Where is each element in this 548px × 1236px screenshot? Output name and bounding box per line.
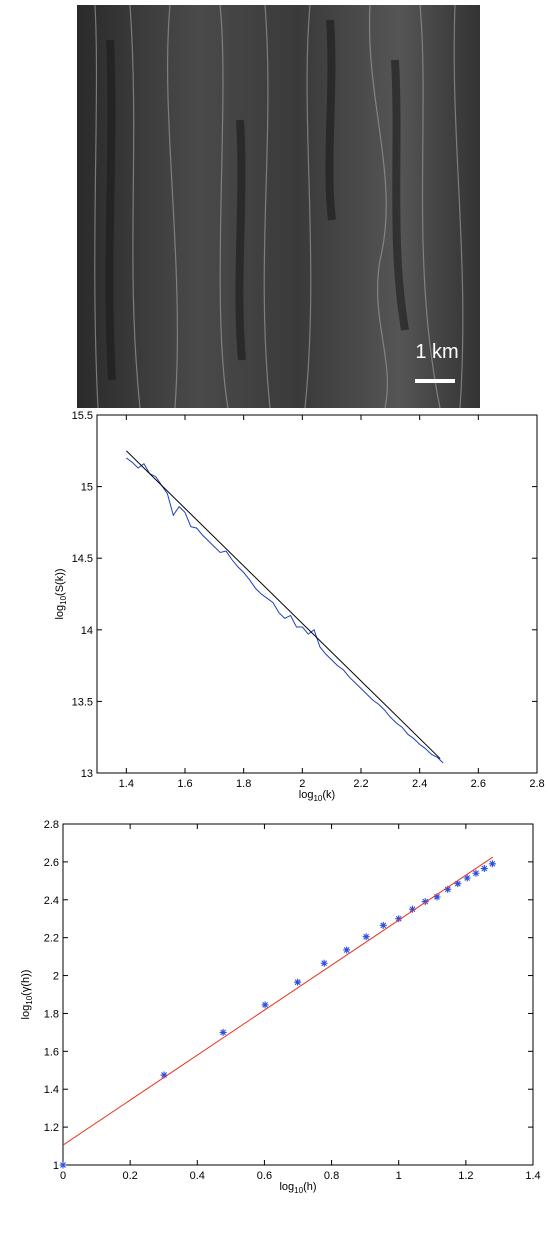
- axes-box: [96, 414, 538, 774]
- axis-label: log10(h): [279, 1181, 316, 1195]
- x-tick-label: 0.2: [122, 1170, 137, 1182]
- data-point: [379, 921, 387, 929]
- axis-label: log10(γ(h)): [20, 970, 34, 1020]
- data-point: [362, 933, 370, 941]
- x-tick-label: 2: [299, 778, 305, 790]
- data-line: [126, 457, 444, 764]
- y-tick-label: 14: [81, 625, 93, 637]
- x-tick-label: 2.2: [353, 778, 368, 790]
- y-tick-label: 1: [53, 1160, 59, 1172]
- data-point: [160, 1071, 168, 1079]
- axis-label-part: (γ(h)): [20, 970, 32, 996]
- y-tick-label: 15: [81, 482, 93, 494]
- axis-label-part: (k): [322, 789, 335, 801]
- axes-box: [62, 823, 534, 1166]
- x-tick-label: 0: [60, 1170, 66, 1182]
- x-tick-label: 0.6: [257, 1170, 272, 1182]
- data-point: [454, 880, 462, 888]
- y-tick-label: 1.8: [44, 1008, 59, 1020]
- y-tick-label: 15.5: [72, 410, 93, 422]
- data-point: [421, 898, 429, 906]
- y-tick-label: 2: [53, 971, 59, 983]
- sar-image: 1 km: [77, 4, 480, 409]
- data-line: [125, 450, 441, 760]
- x-tick-label: 1.6: [177, 778, 192, 790]
- data-point: [408, 905, 416, 913]
- data-point: [59, 1161, 67, 1169]
- axis-label-part: 10: [313, 794, 322, 803]
- x-tick-label: 2.8: [529, 778, 544, 790]
- y-tick-label: 1.6: [44, 1046, 59, 1058]
- y-tick-label: 2.6: [44, 857, 59, 869]
- x-tick-label: 0.4: [190, 1170, 205, 1182]
- data-point: [294, 978, 302, 986]
- y-tick-label: 13.5: [72, 696, 93, 708]
- y-tick-label: 14.5: [72, 553, 93, 565]
- data-line: [62, 856, 493, 1146]
- x-tick-label: 2.6: [471, 778, 486, 790]
- data-point: [395, 915, 403, 923]
- y-tick-label: 2.2: [44, 933, 59, 945]
- data-point: [444, 885, 452, 893]
- axis-label-part: log: [54, 605, 66, 620]
- y-tick-label: 1.2: [44, 1122, 59, 1134]
- data-point: [480, 865, 488, 873]
- x-tick-label: 2.4: [412, 778, 427, 790]
- y-tick-label: 2.4: [44, 895, 59, 907]
- data-point: [343, 946, 351, 954]
- x-tick-label: 1.8: [236, 778, 251, 790]
- x-tick-label: 1.4: [525, 1170, 540, 1182]
- axis-label: log10(k): [299, 789, 335, 803]
- y-tick-label: 1.4: [44, 1084, 59, 1096]
- axis-label-part: (S(k)): [54, 568, 66, 596]
- data-point: [320, 959, 328, 967]
- axis-label: log10(S(k)): [54, 568, 68, 619]
- y-tick-label: 13: [81, 768, 93, 780]
- y-tick-label: 2.8: [44, 819, 59, 831]
- x-tick-label: 1.2: [458, 1170, 473, 1182]
- data-point: [433, 893, 441, 901]
- scale-label: 1 km: [415, 341, 458, 363]
- x-tick-label: 0.8: [324, 1170, 339, 1182]
- data-point: [219, 1028, 227, 1036]
- data-point: [488, 860, 496, 868]
- data-point: [463, 874, 471, 882]
- axis-label-part: 10: [59, 595, 68, 604]
- axis-label-part: log: [279, 1181, 294, 1193]
- axis-label-part: log: [299, 789, 314, 801]
- axis-label-part: 10: [294, 1186, 303, 1195]
- axis-label-part: 10: [25, 995, 34, 1004]
- data-point: [472, 869, 480, 877]
- axis-label-part: log: [20, 1005, 32, 1020]
- x-tick-label: 1: [396, 1170, 402, 1182]
- axis-label-part: (h): [303, 1181, 316, 1193]
- data-point: [261, 1001, 269, 1009]
- x-tick-label: 1.4: [119, 778, 134, 790]
